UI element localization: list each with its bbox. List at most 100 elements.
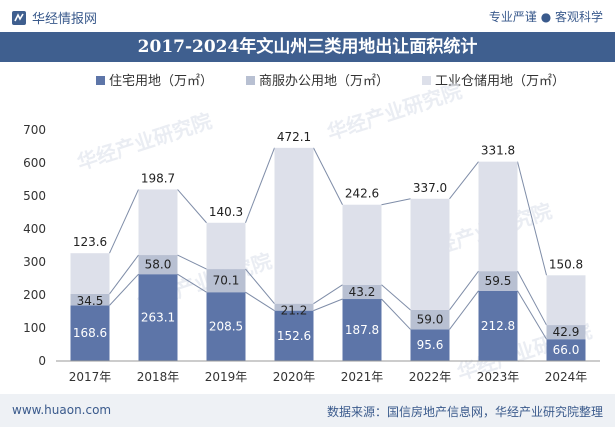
watermark-text: 华经产业研究院 — [74, 109, 215, 175]
bar-segment-residential — [546, 339, 586, 361]
bar-segment-industrial — [546, 275, 586, 326]
y-tick-label: 0 — [38, 354, 46, 368]
y-tick-label: 600 — [23, 156, 46, 170]
connector-line — [313, 284, 343, 305]
bar-segment-residential — [70, 305, 110, 361]
x-tick-label: 2024年 — [545, 370, 588, 384]
bar-segment-commercial — [342, 284, 382, 300]
bar-segment-residential — [342, 299, 382, 361]
brand-logo-icon — [12, 11, 26, 25]
connector-line — [313, 298, 343, 312]
connector-line — [449, 270, 479, 311]
y-tick-label: 400 — [23, 222, 46, 236]
bar-segment-industrial — [138, 189, 178, 256]
chart-plot: 华经产业研究院华经产业研究院华经产业研究院华经产业研究院华经产业研究院 0100… — [23, 79, 600, 385]
connector-line — [517, 270, 547, 326]
connector-line — [245, 291, 275, 312]
bar-segment-industrial — [274, 147, 314, 304]
bar-segment-commercial — [274, 303, 314, 311]
connector-line — [245, 147, 275, 223]
x-tick-label: 2022年 — [409, 370, 452, 384]
data-label-commercial: 43.2 — [349, 285, 376, 299]
bar-segment-industrial — [206, 222, 246, 270]
y-tick-label: 300 — [23, 255, 46, 269]
legend-item-residential: 住宅用地（万㎡） — [96, 70, 213, 89]
x-tick-label: 2018年 — [137, 370, 180, 384]
data-label-commercial: 42.9 — [553, 325, 580, 339]
connector-line — [517, 290, 547, 340]
data-label-industrial: 140.3 — [209, 205, 243, 219]
bar-segment-commercial — [138, 255, 178, 275]
y-tick-label: 200 — [23, 288, 46, 302]
data-label-commercial: 21.2 — [281, 304, 308, 318]
data-label-industrial: 337.0 — [413, 181, 447, 195]
bar-segment-residential — [138, 274, 178, 361]
tagline: 专业严谨 ● 客观科学 — [488, 10, 603, 24]
connector-line — [517, 161, 547, 276]
connector-line — [313, 147, 343, 205]
data-label-commercial: 59.5 — [485, 274, 512, 288]
data-label-industrial: 472.1 — [277, 130, 311, 144]
bar-segment-industrial — [410, 198, 450, 310]
connector-line — [177, 189, 207, 224]
bar-segment-industrial — [342, 204, 382, 285]
data-label-commercial: 58.0 — [145, 258, 172, 272]
data-label-residential: 66.0 — [553, 343, 580, 357]
bars — [70, 147, 586, 361]
legend-label-residential: 住宅用地（万㎡） — [109, 74, 214, 89]
bar-segment-commercial — [478, 271, 518, 291]
y-tick-label: 100 — [23, 321, 46, 335]
data-label-industrial: 123.6 — [73, 235, 107, 249]
legend-item-industrial: 工业仓储用地（万㎡） — [422, 70, 565, 89]
connector-line — [245, 268, 275, 304]
connector-line — [177, 254, 207, 270]
footer-site: www.huaon.com — [12, 403, 112, 417]
data-label-residential: 212.8 — [481, 319, 515, 333]
connector-line — [449, 290, 479, 330]
legend-swatch-industrial — [422, 76, 431, 85]
footer: www.huaon.com 数据来源：国信房地产信息网，华经产业研究院整理 — [0, 394, 615, 427]
data-label-commercial: 34.5 — [77, 294, 104, 308]
data-label-industrial: 150.8 — [549, 257, 583, 271]
legend-item-commercial: 商服办公用地（万㎡） — [246, 70, 389, 89]
bar-segment-industrial — [70, 253, 110, 294]
connector-line — [109, 254, 139, 295]
bar-segment-residential — [478, 290, 518, 361]
x-axis: 2017年 2018年 2019年 2020年 2021年 2022年 2023年 2024年 — [56, 360, 600, 384]
bar-segment-residential — [206, 292, 246, 361]
legend: 住宅用地（万㎡） 商服办公用地（万㎡） 工业仓储用地（万㎡） — [0, 70, 615, 92]
legend-swatch-residential — [96, 76, 105, 85]
title-bar — [0, 32, 615, 62]
bar-segment-residential — [410, 329, 450, 361]
x-tick-label: 2023年 — [477, 370, 520, 384]
data-label-commercial: 59.0 — [417, 313, 444, 327]
legend-swatch-commercial — [246, 76, 255, 85]
connector-lines — [109, 147, 547, 340]
connector-line — [381, 198, 411, 206]
brand: 华经情报网 — [12, 8, 97, 27]
legend-label-industrial: 工业仓储用地（万㎡） — [435, 74, 566, 89]
connector-line — [381, 298, 411, 330]
data-label-industrial: 242.6 — [345, 187, 379, 201]
x-tick-label: 2021年 — [341, 370, 384, 384]
data-label-industrial: 198.7 — [141, 171, 175, 185]
watermark-text: 华经产业研究院 — [324, 79, 465, 145]
x-tick-label: 2020年 — [273, 370, 316, 384]
connector-line — [449, 161, 479, 200]
bar-segment-industrial — [478, 161, 518, 272]
data-label-residential: 187.8 — [345, 323, 379, 337]
connector-line — [109, 273, 139, 306]
bar-segment-commercial — [410, 309, 450, 330]
bar-segment-commercial — [206, 269, 246, 293]
connector-line — [381, 284, 411, 311]
data-label-industrial: 331.8 — [481, 144, 515, 158]
brand-name: 华经情报网 — [32, 12, 98, 27]
bar-segment-residential — [274, 310, 314, 361]
data-label-residential: 263.1 — [141, 311, 175, 325]
bar-segment-commercial — [70, 293, 110, 306]
bar-segment-commercial — [546, 325, 586, 340]
connector-line — [109, 189, 139, 254]
data-label-residential: 208.5 — [209, 320, 243, 334]
data-label-residential: 152.6 — [277, 329, 311, 343]
data-labels: 168.6 34.5 123.6 263.1 58.0 198.7 208.5 70.1 140… — [73, 130, 583, 357]
